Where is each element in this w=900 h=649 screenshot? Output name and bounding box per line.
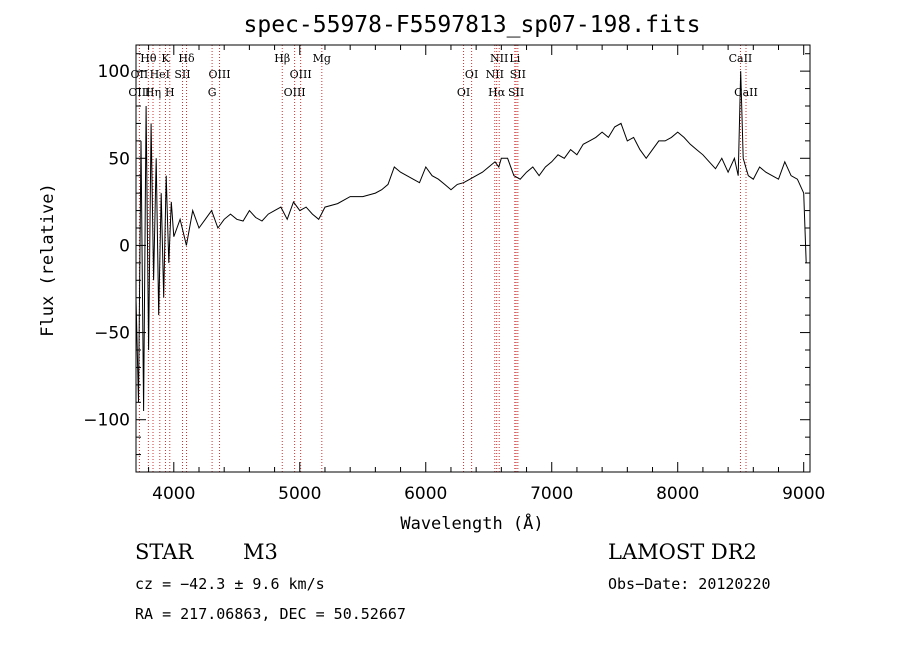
- line-label: Hα: [488, 86, 506, 99]
- x-tick-label: 4000: [152, 484, 195, 504]
- line-label: OIII: [128, 86, 150, 99]
- line-label: OII: [131, 68, 149, 81]
- line-label: Hδ: [178, 52, 195, 65]
- y-tick-label: 0: [119, 236, 130, 256]
- y-tick-label: 100: [98, 62, 130, 82]
- emission-line-markers: [138, 45, 747, 472]
- x-tick-label: 7000: [530, 484, 573, 504]
- line-label: K: [161, 52, 170, 65]
- line-label: OIII: [208, 68, 230, 81]
- line-label: Mg: [313, 52, 331, 65]
- observation-date: Obs−Date: 20120220: [608, 575, 771, 593]
- line-label: CaII: [729, 52, 753, 65]
- line-label: SII: [174, 68, 190, 81]
- y-axis-label: Flux (relative): [38, 183, 58, 337]
- redshift-readout: cz = −42.3 ± 9.6 km/s: [135, 575, 325, 593]
- line-label: Li: [509, 52, 520, 65]
- x-tick-label: 9000: [782, 484, 825, 504]
- plot-frame: [135, 44, 811, 473]
- y-axis-ticks: −100 −50 0 50 100: [83, 53, 810, 456]
- x-tick-label: 6000: [404, 484, 447, 504]
- line-label: Hθ: [140, 52, 157, 65]
- y-tick-label: 50: [108, 149, 130, 169]
- line-label: OIII: [284, 86, 306, 99]
- object-type: STAR: [135, 540, 194, 564]
- survey-name: LAMOST DR2: [608, 540, 757, 564]
- line-label: CaII: [734, 86, 758, 99]
- x-axis-ticks: 4000 5000 6000 7000 8000 9000: [148, 45, 825, 504]
- line-label: Hη: [145, 86, 161, 99]
- line-label: OI: [465, 68, 478, 81]
- line-label: OI: [457, 86, 470, 99]
- line-label: SII: [510, 68, 526, 81]
- chart-title: spec-55978-F5597813_sp07-198.fits: [244, 12, 701, 38]
- x-axis-label: Wavelength (Å): [400, 512, 543, 534]
- y-tick-label: −50: [94, 324, 130, 344]
- line-label: H: [165, 86, 175, 99]
- spectrum-line: [135, 71, 807, 412]
- y-tick-label: −100: [83, 411, 130, 431]
- line-label: HeI: [150, 68, 170, 81]
- object-subclass: M3: [243, 540, 278, 564]
- line-label: G: [208, 86, 217, 99]
- line-label: OIII: [290, 68, 312, 81]
- x-tick-label: 5000: [278, 484, 321, 504]
- line-label: NII: [490, 52, 508, 65]
- coordinates-readout: RA = 217.06863, DEC = 50.52667: [135, 605, 406, 623]
- line-label: NII: [486, 68, 504, 81]
- x-tick-label: 8000: [656, 484, 699, 504]
- line-label: SII: [508, 86, 524, 99]
- line-label: Hβ: [274, 52, 290, 65]
